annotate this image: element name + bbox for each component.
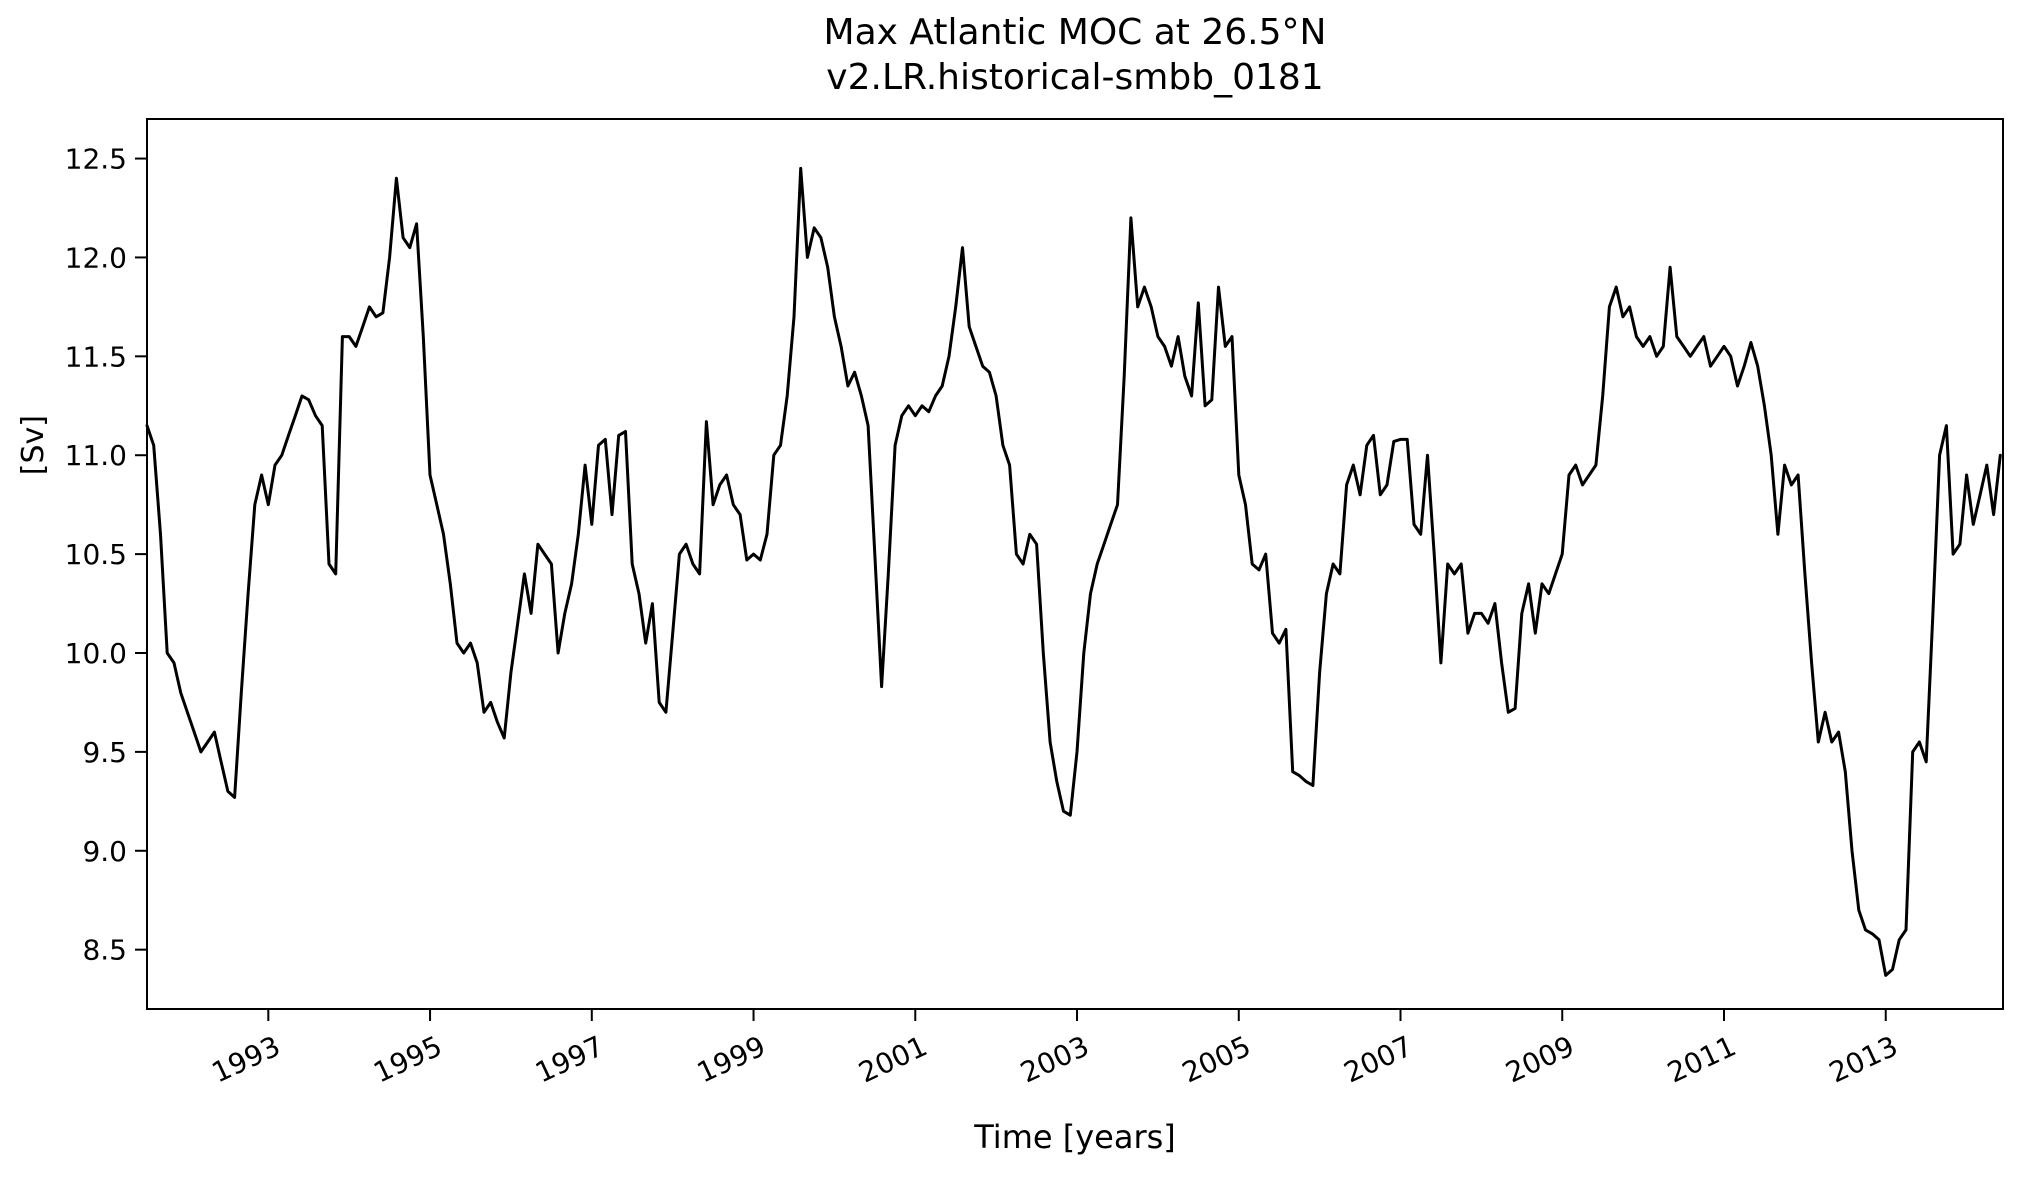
y-tick-label: 10.0 bbox=[65, 637, 127, 670]
axes-frame bbox=[146, 118, 2004, 1010]
x-tick-label: 1999 bbox=[692, 1029, 771, 1089]
x-tick-label: 2011 bbox=[1662, 1029, 1741, 1089]
x-tick-label: 1993 bbox=[207, 1029, 286, 1089]
y-tick-label: 11.0 bbox=[65, 439, 127, 472]
chart-title-block: Max Atlantic MOC at 26.5°N v2.LR.histori… bbox=[147, 10, 2003, 100]
x-tick-label: 1995 bbox=[368, 1029, 447, 1089]
moc-timeseries-line bbox=[145, 166, 2002, 977]
y-tick-label: 8.5 bbox=[82, 934, 127, 967]
x-axis-label: Time [years] bbox=[974, 1118, 1176, 1156]
x-tick-label: 2009 bbox=[1501, 1029, 1580, 1089]
chart-subtitle: v2.LR.historical-smbb_0181 bbox=[826, 57, 1324, 98]
plot-area: 8.5 9.0 9.5 10.0 10.5 11.0 11.5 12.0 12.5 1993 199… bbox=[65, 118, 2004, 1089]
y-tick-label: 9.0 bbox=[82, 835, 127, 868]
x-tick-label: 2001 bbox=[854, 1029, 933, 1089]
y-tick-label: 12.0 bbox=[65, 241, 127, 274]
x-tick-label: 2005 bbox=[1177, 1029, 1256, 1089]
y-axis-label: [Sv] bbox=[16, 415, 51, 476]
line-chart: 8.5 9.0 9.5 10.0 10.5 11.0 11.5 12.0 12.5 1993 199… bbox=[65, 118, 2004, 1089]
x-tick-label: 2007 bbox=[1339, 1029, 1418, 1089]
y-tick-label: 12.5 bbox=[65, 143, 127, 176]
y-tick-label: 11.5 bbox=[65, 340, 127, 373]
x-tick-label: 2013 bbox=[1824, 1029, 1903, 1089]
y-tick-label: 9.5 bbox=[82, 736, 127, 769]
x-tick-label: 2003 bbox=[1015, 1029, 1094, 1089]
x-tick-label: 1997 bbox=[530, 1029, 609, 1089]
y-tick-label: 10.5 bbox=[65, 538, 127, 571]
chart-title: Max Atlantic MOC at 26.5°N bbox=[823, 12, 1327, 53]
